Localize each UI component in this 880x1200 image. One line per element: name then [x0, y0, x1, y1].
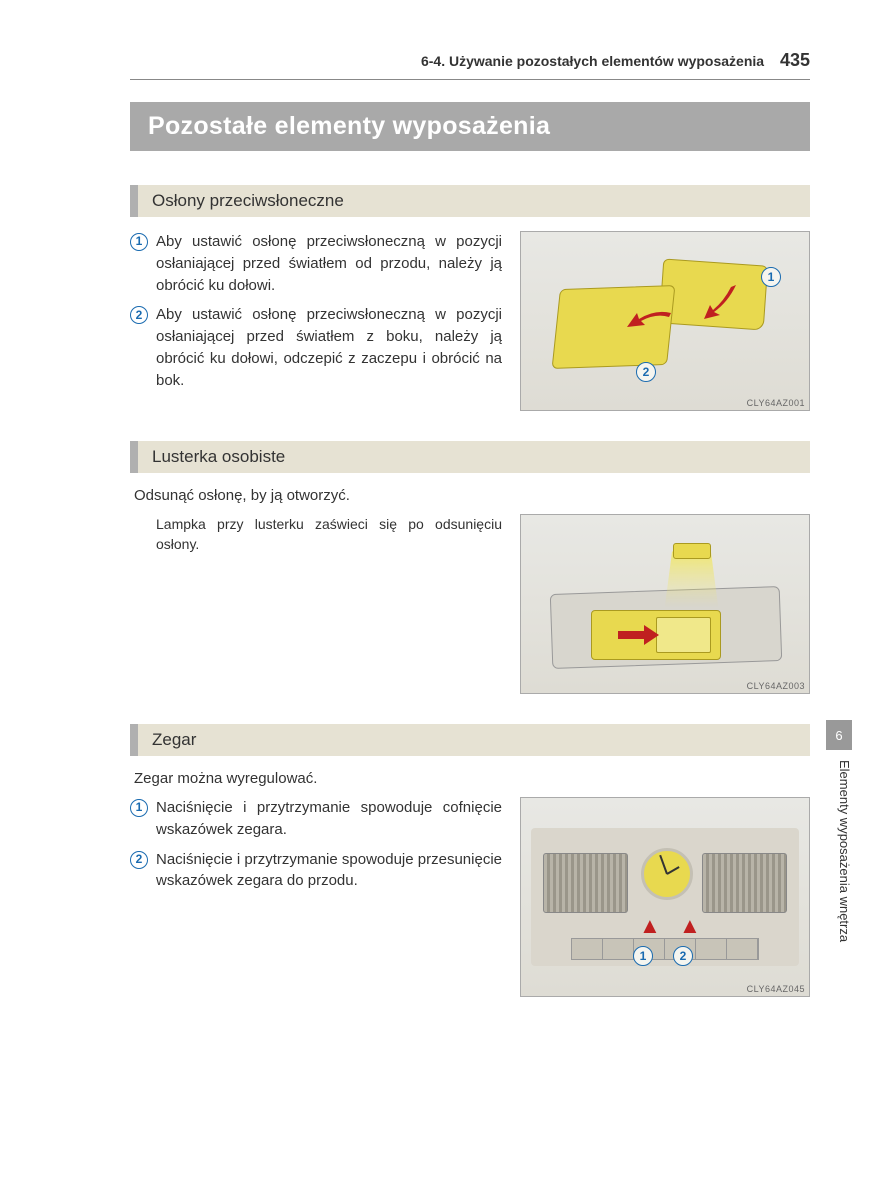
marker-2-icon: 2: [130, 851, 148, 869]
callout-2-icon: 2: [636, 362, 656, 382]
sunvisor-item1: Aby ustawić osłonę przeciw­słoneczną w p…: [156, 231, 502, 296]
page-number: 435: [780, 50, 810, 70]
marker-1-icon: 1: [130, 799, 148, 817]
arrow-up-icon: ▲: [679, 913, 701, 939]
image-code: CLY64AZ045: [747, 984, 805, 994]
arrow-right-icon: [616, 623, 661, 647]
clock-text: 1 Naciśnięcie i przytrzymanie spowoduje …: [130, 797, 502, 900]
image-code: CLY64AZ003: [747, 681, 805, 691]
clock-intro: Zegar można wyregulować.: [134, 770, 810, 787]
section-sunvisor: Osłony przeciwsłoneczne 1 Aby ustawić os…: [130, 185, 810, 411]
mirror-text: Lampka przy lusterku zaświeci się po ods…: [130, 514, 502, 565]
chapter-tab: 6: [826, 720, 852, 750]
clock-heading: Zegar: [130, 724, 810, 756]
callout-2-icon: 2: [673, 946, 693, 966]
sunvisor-text: 1 Aby ustawić osłonę przeciw­słoneczną w…: [130, 231, 502, 399]
page-title: Pozostałe elementy wyposażenia: [130, 102, 810, 151]
section-mirror: Lusterka osobiste Odsunąć osłonę, by ją …: [130, 441, 810, 694]
mirror-intro: Odsunąć osłonę, by ją otworzyć.: [134, 487, 810, 504]
clock-diagram: ▲ ▲ 1 2 CLY64AZ045: [520, 797, 810, 997]
clock-item1: Naciśnięcie i przytrzymanie spowoduje co…: [156, 797, 502, 841]
section-label: 6-4. Używanie pozostałych elementów wypo…: [421, 53, 764, 69]
mirror-heading: Lusterka osobiste: [130, 441, 810, 473]
mirror-note: Lampka przy lusterku zaświeci się po ods…: [156, 514, 502, 555]
chapter-label: Elementy wyposażenia wnętrza: [837, 760, 852, 1000]
image-code: CLY64AZ001: [747, 398, 805, 408]
arrow-up-icon: ▲: [639, 913, 661, 939]
sunvisor-diagram: 1 2 CLY64AZ001: [520, 231, 810, 411]
arrow-down-icon: [696, 277, 746, 327]
mirror-diagram: CLY64AZ003: [520, 514, 810, 694]
arrow-side-icon: [621, 307, 676, 347]
sunvisor-heading: Osłony przeciwsłoneczne: [130, 185, 810, 217]
section-clock: Zegar Zegar można wyregulować. 1 Naciśni…: [130, 724, 810, 997]
marker-2-icon: 2: [130, 306, 148, 324]
callout-1-icon: 1: [761, 267, 781, 287]
callout-1-icon: 1: [633, 946, 653, 966]
page-header: 6-4. Używanie pozostałych elementów wypo…: [130, 50, 810, 80]
clock-item2: Naciśnięcie i przytrzymanie spowoduje pr…: [156, 849, 502, 893]
sunvisor-item2: Aby ustawić osłonę przeciwsło­neczną w p…: [156, 304, 502, 391]
marker-1-icon: 1: [130, 233, 148, 251]
